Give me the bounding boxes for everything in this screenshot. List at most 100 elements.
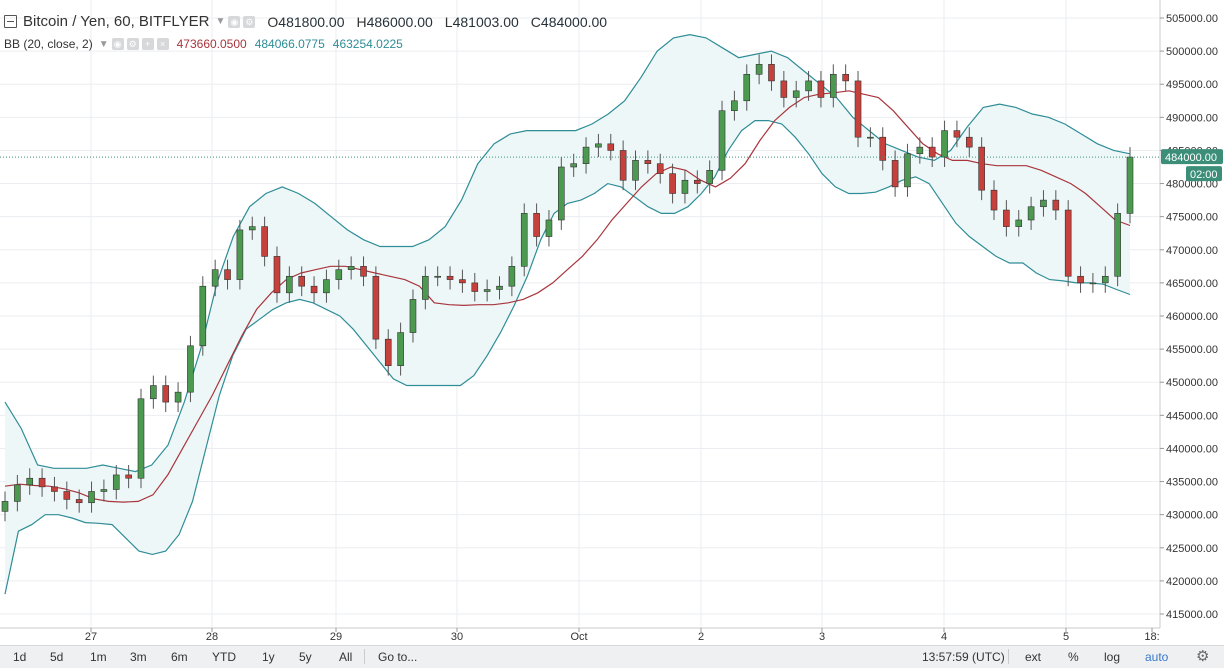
candle-body	[990, 189, 998, 211]
y-tick-label: 430000.00	[1166, 510, 1218, 522]
candle-body	[558, 166, 565, 221]
bollinger-label[interactable]: BB (20, close, 2)	[4, 37, 93, 51]
candle-body	[1027, 206, 1035, 221]
candle-body	[409, 299, 417, 333]
candle-body	[446, 275, 454, 280]
x-tick-label: 30	[451, 631, 463, 643]
bollinger-upper-band	[4, 33, 1131, 473]
candle-body	[533, 213, 540, 237]
percent-scale-toggle[interactable]: %	[1068, 650, 1079, 664]
candle-body	[731, 100, 738, 112]
settings-icon[interactable]: ⚙	[126, 38, 139, 50]
auto-scale-toggle[interactable]: auto	[1145, 650, 1169, 664]
bollinger-lower-value: 463254.0225	[332, 37, 403, 51]
ohlc-close: C484000.00	[530, 13, 608, 30]
candle-body	[706, 170, 713, 184]
candle-body	[496, 285, 503, 290]
symbol-title[interactable]: Bitcoin / Yen, 60, BITFLYER	[23, 13, 210, 30]
range-1d-button[interactable]: 1d	[13, 650, 27, 664]
price-axis[interactable]: 415000.00 420000.00 425000.00 430000.00 4350…	[1159, 0, 1224, 628]
x-tick-label: 2	[698, 631, 704, 643]
candle-body	[38, 477, 46, 488]
candle-body	[26, 477, 34, 486]
candle-body	[867, 136, 874, 139]
candle-body	[780, 80, 788, 98]
chevron-down-icon[interactable]: ▼	[215, 16, 226, 27]
candle-body	[916, 146, 924, 155]
range-3m-button[interactable]: 3m	[130, 650, 147, 664]
candle-body	[434, 275, 441, 278]
candle-body	[965, 136, 973, 148]
range-5y-button[interactable]: 5y	[299, 650, 312, 664]
y-tick-label: 425000.00	[1166, 543, 1218, 555]
add-icon[interactable]: +	[141, 38, 154, 50]
range-all-button[interactable]: All	[339, 650, 353, 664]
log-scale-toggle[interactable]: log	[1104, 650, 1121, 664]
x-tick-label: 3	[819, 631, 825, 643]
eye-icon[interactable]: ◉	[111, 38, 124, 50]
candle-body	[669, 173, 676, 194]
candle-body	[792, 90, 800, 98]
ext-hours-toggle[interactable]: ext	[1025, 650, 1042, 664]
time-axis[interactable]: 27 28 29 30 Oct 2 3 4 5 18:	[0, 627, 1224, 645]
range-1m-button[interactable]: 1m	[90, 650, 107, 664]
candle-body	[768, 64, 775, 82]
gear-icon[interactable]: ⚙	[1196, 648, 1210, 665]
bottom-toolbar: 1d 5d 1m 3m 6m YTD 1y 5y All Go to... 13…	[0, 645, 1224, 668]
candle-body	[1077, 275, 1084, 284]
x-tick-label: 28	[206, 631, 218, 643]
candle-body	[854, 80, 862, 138]
chevron-down-icon[interactable]: ▼	[98, 38, 109, 50]
candle-body	[236, 229, 244, 280]
candle-body	[879, 136, 887, 161]
candle-body	[347, 266, 355, 270]
y-tick-label: 465000.00	[1166, 278, 1218, 290]
candle-body	[953, 130, 961, 138]
candle-body	[100, 489, 108, 492]
candle-body	[51, 486, 58, 492]
eye-icon[interactable]: ◉	[228, 15, 241, 28]
y-tick-label: 450000.00	[1166, 377, 1218, 389]
candle-body	[211, 269, 219, 287]
candle-body	[174, 391, 182, 403]
countdown-text: 02:00	[1190, 169, 1218, 181]
x-tick-label: 29	[330, 631, 342, 643]
bollinger-band-fill	[5, 34, 1130, 595]
candlesticks	[1, 54, 1134, 522]
candle-body	[187, 345, 194, 393]
y-tick-label: 490000.00	[1166, 112, 1218, 124]
range-5d-button[interactable]: 5d	[50, 650, 64, 664]
candle-body	[1064, 209, 1072, 277]
range-1y-button[interactable]: 1y	[262, 650, 275, 664]
candle-body	[286, 275, 293, 294]
settings-icon[interactable]: ⚙	[243, 15, 256, 28]
candle-body	[607, 143, 615, 151]
candle-body	[310, 285, 318, 294]
candle-body	[199, 285, 207, 347]
candle-body	[718, 110, 726, 171]
y-tick-label: 445000.00	[1166, 410, 1218, 422]
range-6m-button[interactable]: 6m	[171, 650, 188, 664]
candle-body	[508, 266, 516, 287]
candle-body	[137, 398, 145, 479]
candle-body	[595, 143, 602, 148]
y-tick-label: 440000.00	[1166, 443, 1218, 455]
candle-body	[298, 275, 306, 287]
go-to-button[interactable]: Go to...	[378, 650, 418, 664]
candle-body	[88, 491, 95, 504]
candle-body	[248, 226, 256, 231]
candle-body	[904, 153, 911, 188]
candle-body	[1052, 199, 1060, 211]
close-icon[interactable]: ×	[156, 38, 169, 50]
price-chart[interactable]: 415000.00420000.00425000.00430000.004350…	[0, 0, 1224, 645]
divider	[364, 649, 365, 664]
candle-body	[891, 160, 899, 188]
x-tick-label: 5	[1063, 631, 1069, 643]
collapse-legend-icon[interactable]	[4, 15, 17, 28]
y-tick-label: 420000.00	[1166, 576, 1218, 588]
range-ytd-button[interactable]: YTD	[212, 650, 236, 664]
x-tick-label: 18:	[1144, 631, 1159, 643]
y-tick-label: 415000.00	[1166, 609, 1218, 621]
candle-body	[619, 150, 627, 181]
candle-body	[644, 160, 652, 164]
